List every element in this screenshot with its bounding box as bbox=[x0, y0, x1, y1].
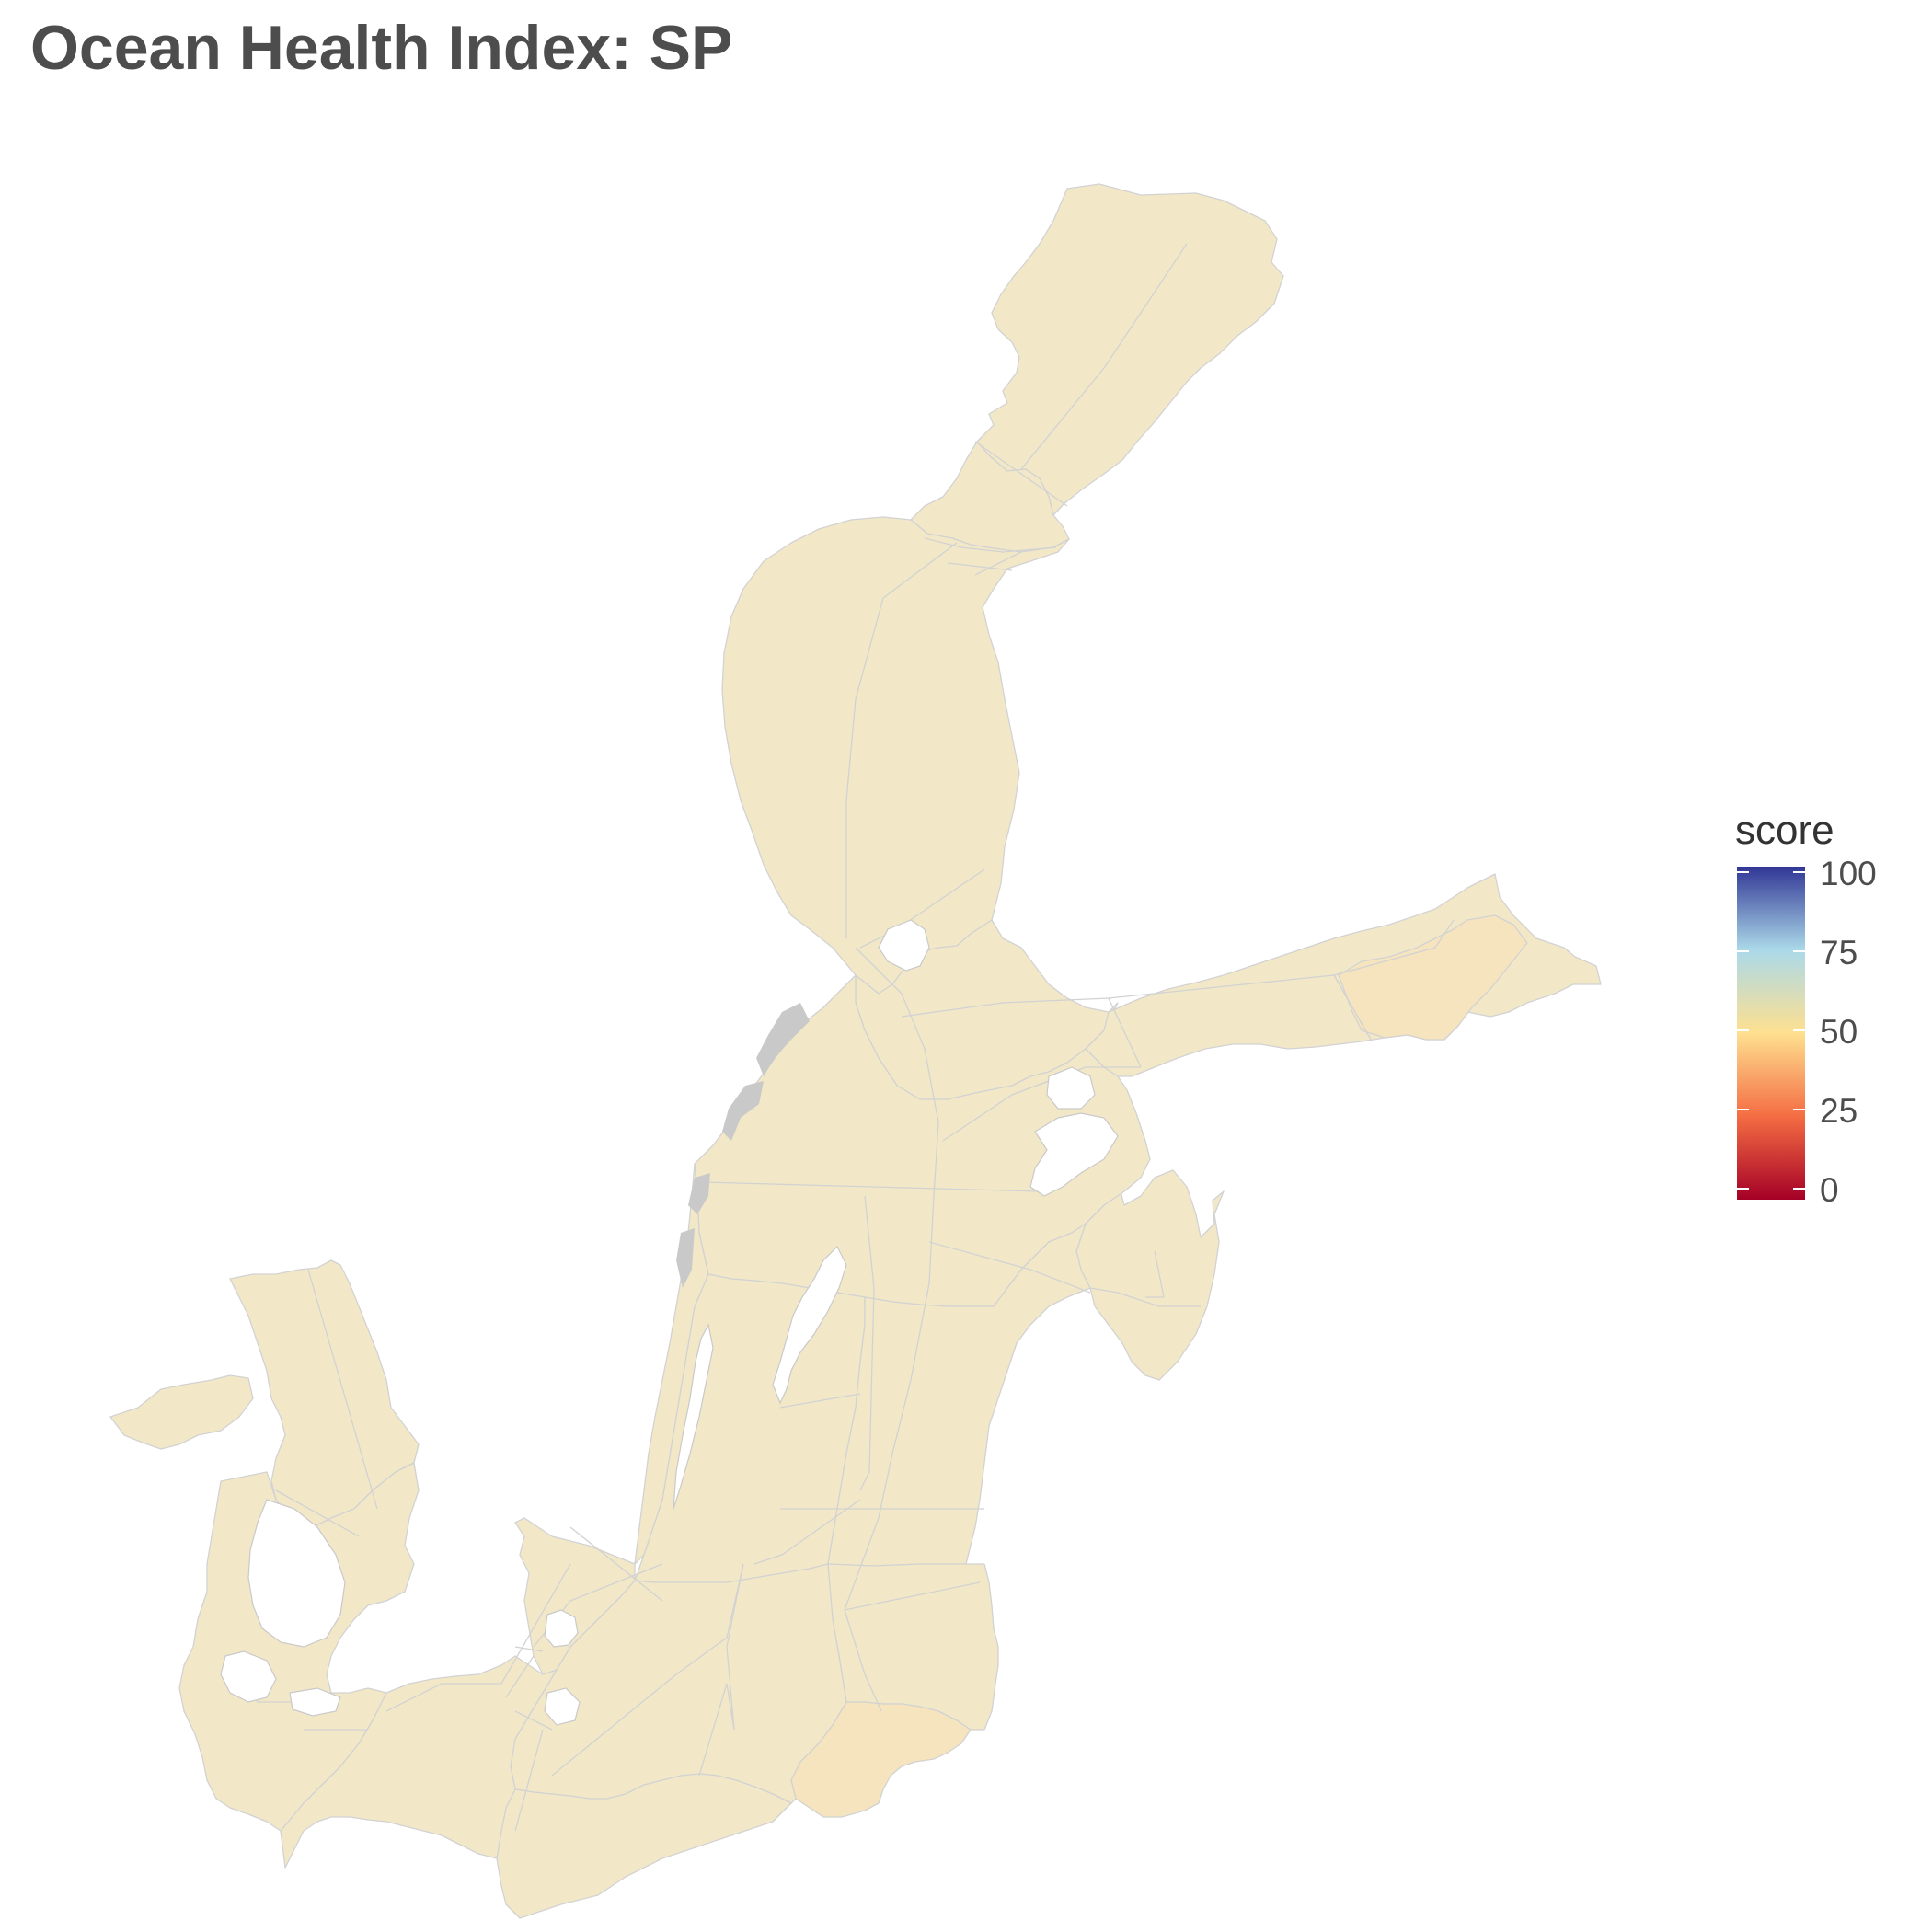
legend-tick-100 bbox=[1737, 871, 1749, 873]
legend-label-75: 75 bbox=[1820, 934, 1858, 972]
legend-label-0: 0 bbox=[1820, 1171, 1839, 1209]
legend-tick-100-r bbox=[1793, 871, 1805, 873]
island-zealand bbox=[247, 1499, 346, 1648]
island-lolland bbox=[289, 1687, 341, 1717]
page-title: Ocean Health Index: SP bbox=[30, 13, 733, 83]
island-gotland bbox=[772, 1245, 847, 1405]
legend-tick-75 bbox=[1737, 950, 1749, 952]
legend-label-50: 50 bbox=[1820, 1013, 1858, 1051]
legend-label-100: 100 bbox=[1820, 855, 1877, 892]
region-danish-straits[interactable] bbox=[178, 1462, 420, 1832]
region-skagerrak[interactable] bbox=[109, 1374, 254, 1450]
region-gulf-of-finland-east[interactable] bbox=[1338, 914, 1528, 1041]
legend-tick-75-r bbox=[1793, 950, 1805, 952]
legend-label-25: 25 bbox=[1820, 1092, 1858, 1130]
legend-tick-0 bbox=[1737, 1188, 1749, 1190]
island-aland bbox=[878, 919, 930, 972]
region-arkona-basin[interactable] bbox=[496, 1773, 792, 1919]
legend-title: score bbox=[1735, 808, 1834, 853]
legend-tick-25-r bbox=[1793, 1109, 1805, 1110]
island-oland bbox=[673, 1323, 714, 1510]
island-funen bbox=[220, 1650, 277, 1703]
island-hiiumaa bbox=[1046, 1066, 1096, 1110]
island-ruegen bbox=[544, 1687, 581, 1726]
region-gulf-of-riga[interactable] bbox=[1075, 1169, 1225, 1381]
legend-tick-0-r bbox=[1793, 1188, 1805, 1190]
region-eastern-gotland-basin[interactable] bbox=[827, 1223, 1091, 1567]
region-bay-of-mecklenburg[interactable] bbox=[280, 1655, 558, 1869]
legend-tick-50 bbox=[1737, 1029, 1749, 1031]
legend-tick-25 bbox=[1737, 1109, 1749, 1110]
region-bothnian-bay[interactable] bbox=[976, 183, 1284, 516]
archipelago-fringe bbox=[676, 1003, 810, 1288]
legend-tick-50-r bbox=[1793, 1029, 1805, 1031]
island-bornholm bbox=[544, 1609, 579, 1648]
island-saaremaa bbox=[1029, 1112, 1119, 1197]
legend-colorbar bbox=[1737, 867, 1805, 1200]
